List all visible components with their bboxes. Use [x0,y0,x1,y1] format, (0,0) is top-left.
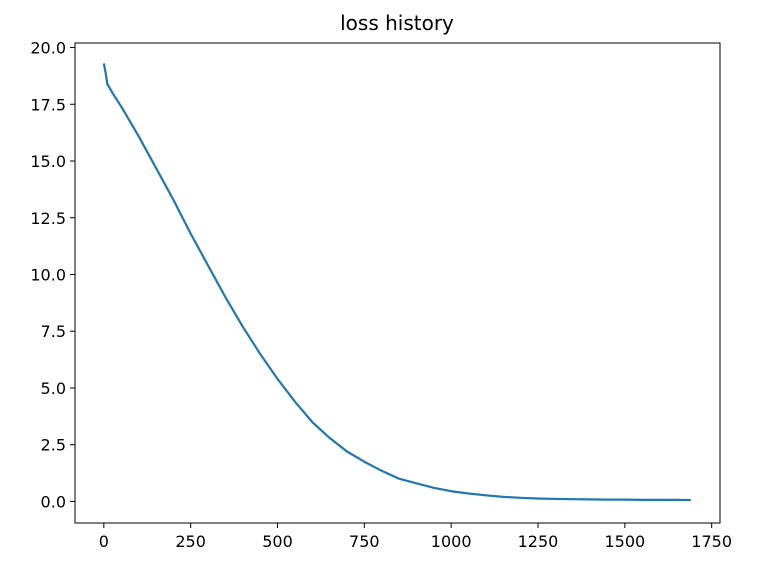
series-line-0 [102,63,691,502]
y-tick-label: 12.5 [30,209,66,228]
x-tick-label: 500 [262,532,293,551]
x-tick-label: 0 [99,532,109,551]
y-tick-label: 2.5 [41,436,66,455]
x-tick-label: 750 [349,532,380,551]
x-tick-label: 250 [175,532,206,551]
y-tick-label: 5.0 [41,379,66,398]
y-tick-label: 20.0 [30,39,66,58]
chart-title: loss history [340,11,454,35]
axes-frame [74,42,721,524]
y-tick-label: 15.0 [30,152,66,171]
x-tick-label: 1500 [604,532,645,551]
line-layer [102,63,691,502]
y-axis: 0.0 2.5 5.0 7.5 10.0 12.5 15.0 17.5 20.0 [30,39,75,511]
y-tick-label: 7.5 [41,322,66,341]
x-tick-label: 1250 [518,532,559,551]
y-tick-label: 0.0 [41,492,66,511]
y-tick-label: 10.0 [30,265,66,284]
x-axis: 0 250 500 750 1000 1250 1500 1750 [99,523,732,551]
plot-area [74,42,721,524]
x-tick-label: 1750 [691,532,732,551]
x-tick-label: 1000 [431,532,472,551]
y-tick-label: 17.5 [30,95,66,114]
